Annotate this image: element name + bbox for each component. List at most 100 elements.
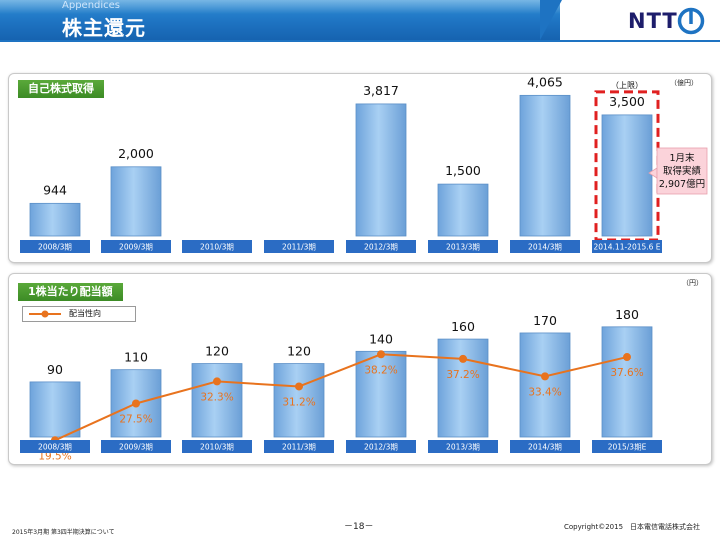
buyback-bar-6 xyxy=(519,94,571,237)
buyback-bar-1 xyxy=(110,166,162,237)
payout-ratio-label-0: 19.5% xyxy=(38,450,71,462)
payout-ratio-point-6 xyxy=(541,372,549,381)
dividend-bar-5 xyxy=(437,338,489,438)
dividend-bar-4 xyxy=(355,350,407,438)
buyback-bar-0 xyxy=(29,202,81,237)
payout-ratio-label-3: 31.2% xyxy=(282,396,315,408)
buyback-tag: 自己株式取得 xyxy=(18,80,104,98)
dividend-legend: 配当性向 xyxy=(22,306,136,322)
buyback-period-bg-2 xyxy=(182,240,252,253)
payout-ratio-point-7 xyxy=(623,353,631,362)
dividend-period-bg-7 xyxy=(592,440,662,453)
dividend-bar-3 xyxy=(273,363,325,438)
payout-ratio-point-5 xyxy=(459,354,467,363)
dividend-bar-6 xyxy=(519,332,571,438)
header-tail xyxy=(540,0,562,40)
ntt-logo-icon xyxy=(677,7,705,35)
dividend-period-bg-3 xyxy=(264,440,334,453)
dividend-tag: 1株当たり配当額 xyxy=(18,283,123,301)
dividend-period-bg-2 xyxy=(182,440,252,453)
dividend-period-bg-1 xyxy=(101,440,171,453)
dividend-value-label-0: 90 xyxy=(47,362,63,377)
buyback-value-label-1: 2,000 xyxy=(118,146,154,161)
buyback-bar-5 xyxy=(437,183,489,237)
dividend-period-bg-0 xyxy=(20,440,90,453)
legend-line-marker-icon xyxy=(29,310,61,318)
payout-ratio-label-5: 37.2% xyxy=(446,369,479,381)
dividend-period-label-7: 2015/3期E xyxy=(608,443,647,452)
buyback-period-label-1: 2009/3期 xyxy=(119,243,153,252)
buyback-period-bg-6 xyxy=(510,240,580,253)
payout-ratio-point-1 xyxy=(132,399,140,408)
dividend-period-label-6: 2014/3期 xyxy=(528,443,562,452)
section-label: Appendices xyxy=(62,0,121,11)
footer-page-number: －18－ xyxy=(344,522,374,532)
buyback-callout-line-1: 取得実績 xyxy=(663,165,702,177)
payout-ratio-label-4: 38.2% xyxy=(364,364,397,376)
buyback-period-bg-7 xyxy=(592,240,662,253)
footer-document-title: 2015年3月期 第3四半期決算について xyxy=(12,529,115,536)
dividend-chart: 90 110 120 120 140 160 170 180 19.5% 27.5% 32.3% 31… xyxy=(20,307,662,462)
header-highlight xyxy=(0,0,560,14)
payout-ratio-label-2: 32.3% xyxy=(200,391,233,403)
payout-ratio-label-1: 27.5% xyxy=(119,414,152,426)
buyback-period-label-3: 2011/3期 xyxy=(282,243,316,252)
dividend-period-label-1: 2009/3期 xyxy=(119,443,153,452)
header-band xyxy=(0,0,560,40)
buyback-period-label-4: 2012/3期 xyxy=(364,243,398,252)
dividend-value-label-4: 140 xyxy=(369,331,393,346)
dividend-value-label-3: 120 xyxy=(287,344,311,359)
dividend-value-label-7: 180 xyxy=(615,307,639,322)
dividend-period-bg-6 xyxy=(510,440,580,453)
buyback-period-bg-0 xyxy=(20,240,90,253)
dividend-period-bg-5 xyxy=(428,440,498,453)
ntt-logo-text: NTT xyxy=(628,9,678,33)
buyback-period-label-2: 2010/3期 xyxy=(200,243,234,252)
buyback-cap-note: （上限） xyxy=(611,81,643,90)
header-underline xyxy=(0,40,720,42)
buyback-period-label-0: 2008/3期 xyxy=(38,243,72,252)
dividend-unit: （円） xyxy=(682,279,703,287)
buyback-period-bg-1 xyxy=(101,240,171,253)
buyback-callout-line-0: 1月末 xyxy=(669,152,695,164)
page-title: 株主還元 xyxy=(62,16,146,40)
buyback-bar-7 xyxy=(601,114,653,237)
dividend-period-label-5: 2013/3期 xyxy=(446,443,480,452)
buyback-value-label-0: 944 xyxy=(43,182,67,197)
buyback-period-label-7: 2014.11-2015.6 E xyxy=(593,243,660,252)
payout-ratio-point-4 xyxy=(377,350,385,359)
buyback-period-bg-3 xyxy=(264,240,334,253)
dividend-period-label-0: 2008/3期 xyxy=(38,443,72,452)
dividend-value-label-2: 120 xyxy=(205,344,229,359)
dividend-value-label-5: 160 xyxy=(451,319,475,334)
payout-ratio-label-7: 37.6% xyxy=(610,367,643,379)
payout-ratio-line xyxy=(54,353,628,442)
dividend-bar-2 xyxy=(191,363,243,438)
buyback-value-label-7: 3,500 xyxy=(609,94,645,109)
dividend-period-bg-4 xyxy=(346,440,416,453)
buyback-callout-box xyxy=(656,147,708,195)
buyback-period-label-6: 2014/3期 xyxy=(528,243,562,252)
payout-ratio-point-2 xyxy=(213,377,221,386)
buyback-value-label-5: 1,500 xyxy=(445,163,481,178)
buyback-period-bg-5 xyxy=(428,240,498,253)
payout-ratio-label-6: 33.4% xyxy=(528,386,561,398)
dividend-value-label-6: 170 xyxy=(533,313,557,328)
buyback-value-label-6: 4,065 xyxy=(527,74,563,89)
buyback-period-bg-4 xyxy=(346,240,416,253)
buyback-unit: （億円） xyxy=(670,79,698,87)
buyback-value-label-4: 3,817 xyxy=(363,83,399,98)
dividend-period-label-4: 2012/3期 xyxy=(364,443,398,452)
buyback-callout-line-2: 2,907億円 xyxy=(659,178,705,190)
dividend-bar-0 xyxy=(29,381,81,438)
footer-copyright: Copyright©2015 日本電信電話株式会社 xyxy=(564,523,701,531)
buyback-period-label-5: 2013/3期 xyxy=(446,243,480,252)
buyback-chart: 9442,0003,8171,5004,0653,500（上限）1月末取得実績2… xyxy=(20,74,708,253)
legend-label: 配当性向 xyxy=(69,309,101,318)
dividend-value-label-1: 110 xyxy=(124,350,148,365)
dividend-period-label-2: 2010/3期 xyxy=(200,443,234,452)
dividend-period-label-3: 2011/3期 xyxy=(282,443,316,452)
payout-ratio-point-3 xyxy=(295,382,303,391)
buyback-bar-4 xyxy=(355,103,407,237)
dividend-bar-7 xyxy=(601,326,653,438)
